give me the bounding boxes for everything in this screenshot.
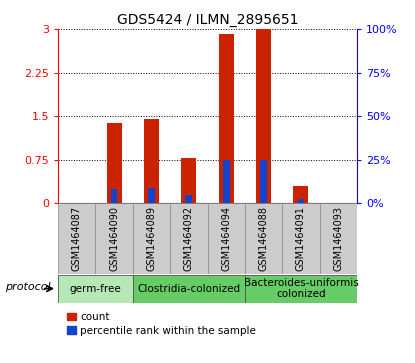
FancyBboxPatch shape xyxy=(245,275,357,302)
Text: GSM1464093: GSM1464093 xyxy=(333,206,343,271)
Text: protocol: protocol xyxy=(5,282,50,292)
Bar xyxy=(181,158,196,203)
Legend: count, percentile rank within the sample: count, percentile rank within the sample xyxy=(63,308,260,340)
Bar xyxy=(260,160,267,203)
FancyBboxPatch shape xyxy=(245,203,282,274)
Text: GSM1464089: GSM1464089 xyxy=(146,206,156,271)
FancyBboxPatch shape xyxy=(133,275,245,302)
FancyBboxPatch shape xyxy=(58,203,95,274)
Bar xyxy=(107,123,122,203)
Bar xyxy=(298,199,304,203)
Bar xyxy=(148,188,155,203)
Text: Clostridia-colonized: Clostridia-colonized xyxy=(137,284,240,294)
Title: GDS5424 / ILMN_2895651: GDS5424 / ILMN_2895651 xyxy=(117,13,298,26)
Bar xyxy=(223,160,229,203)
Text: Bacteroides-uniformis
colonized: Bacteroides-uniformis colonized xyxy=(244,278,358,299)
FancyBboxPatch shape xyxy=(320,203,357,274)
Bar xyxy=(293,186,308,203)
Text: GSM1464091: GSM1464091 xyxy=(296,206,306,271)
FancyBboxPatch shape xyxy=(170,203,208,274)
Bar xyxy=(111,189,117,203)
Bar xyxy=(186,195,192,203)
Text: GSM1464088: GSM1464088 xyxy=(259,206,269,271)
FancyBboxPatch shape xyxy=(58,275,133,302)
Bar xyxy=(219,34,234,203)
Text: GSM1464090: GSM1464090 xyxy=(109,206,119,271)
Text: GSM1464087: GSM1464087 xyxy=(72,206,82,271)
Bar xyxy=(256,29,271,203)
Text: GSM1464094: GSM1464094 xyxy=(221,206,231,271)
Bar xyxy=(144,119,159,203)
FancyBboxPatch shape xyxy=(208,203,245,274)
FancyBboxPatch shape xyxy=(282,203,320,274)
Text: germ-free: germ-free xyxy=(70,284,121,294)
FancyBboxPatch shape xyxy=(133,203,170,274)
Text: GSM1464092: GSM1464092 xyxy=(184,206,194,271)
FancyBboxPatch shape xyxy=(95,203,133,274)
